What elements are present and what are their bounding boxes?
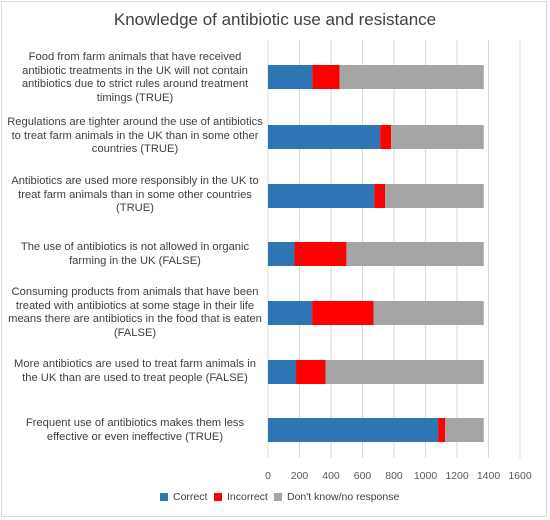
bar-1-correct xyxy=(268,65,313,89)
legend-swatch-incorrect xyxy=(214,493,222,501)
x-tick-label-1200: 1200 xyxy=(445,470,469,482)
category-label-6: More antibiotics are used to treat farm … xyxy=(14,358,256,384)
bar-2-correct xyxy=(268,125,381,149)
bar-6-incorrect xyxy=(296,360,326,384)
bar-2-don-t-know-no-response xyxy=(391,125,484,149)
bar-7-incorrect xyxy=(438,418,446,442)
category-label-5: Consuming products from animals that hav… xyxy=(8,286,262,339)
bar-5-incorrect xyxy=(312,301,374,325)
x-tick-label-1600: 1600 xyxy=(508,470,532,482)
category-label-1: Food from farm animals that have receive… xyxy=(21,51,249,104)
bar-5-correct xyxy=(268,301,313,325)
category-label-4: The use of antibiotics is not allowed in… xyxy=(20,241,250,267)
bar-4-correct xyxy=(268,242,295,266)
bar-5-don-t-know-no-response xyxy=(373,301,484,325)
bar-1-incorrect xyxy=(312,65,340,89)
bar-2-incorrect xyxy=(380,125,392,149)
bar-3-incorrect xyxy=(374,184,386,208)
bar-7-correct xyxy=(268,418,439,442)
legend-swatch-correct xyxy=(160,493,168,501)
bar-3-correct xyxy=(268,184,375,208)
category-label-7: Frequent use of antibiotics makes them l… xyxy=(25,417,245,443)
chart-title: Knowledge of antibiotic use and resistan… xyxy=(113,10,437,29)
bar-7-don-t-know-no-response xyxy=(445,418,484,442)
x-tick-label-600: 600 xyxy=(354,470,372,482)
legend-item-correct: Correct xyxy=(160,491,207,503)
bar-6-don-t-know-no-response xyxy=(325,360,484,384)
bar-4-don-t-know-no-response xyxy=(346,242,484,266)
bar-1-don-t-know-no-response xyxy=(339,65,484,89)
x-tick-label-0: 0 xyxy=(265,470,271,482)
legend-item-dont-know: Don't know/no response xyxy=(274,491,399,503)
x-tick-label-800: 800 xyxy=(385,470,403,482)
x-tick-label-1400: 1400 xyxy=(477,470,501,482)
legend-label-dont-know: Don't know/no response xyxy=(287,491,400,503)
x-tick-label-200: 200 xyxy=(291,470,309,482)
category-label-3: Antibiotics are used more responsibly in… xyxy=(11,175,259,214)
legend-label-incorrect: Incorrect xyxy=(227,491,268,503)
bar-3-don-t-know-no-response xyxy=(385,184,484,208)
category-label-2: Regulations are tighter around the use o… xyxy=(7,116,263,155)
legend-label-correct: Correct xyxy=(173,491,208,503)
bar-6-correct xyxy=(268,360,297,384)
legend-swatch-dont-know xyxy=(274,493,282,501)
x-tick-label-400: 400 xyxy=(322,470,340,482)
legend-item-incorrect: Incorrect xyxy=(214,491,268,503)
bar-4-incorrect xyxy=(294,242,347,266)
x-tick-label-1000: 1000 xyxy=(414,470,438,482)
